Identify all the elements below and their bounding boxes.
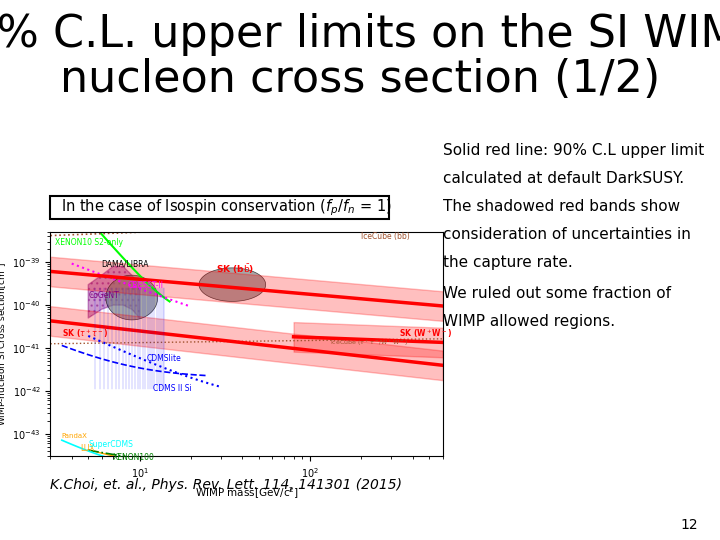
Text: DAMA/LIBRA: DAMA/LIBRA	[102, 259, 149, 268]
Text: 90% C.L. upper limits on the SI WIMP-: 90% C.L. upper limits on the SI WIMP-	[0, 14, 720, 57]
Polygon shape	[106, 275, 158, 320]
Text: LUX: LUX	[81, 444, 95, 453]
Text: The shadowed red bands show: The shadowed red bands show	[443, 199, 680, 214]
FancyBboxPatch shape	[50, 196, 389, 219]
Text: XENON100: XENON100	[113, 453, 155, 462]
Text: IceCube (bb): IceCube (bb)	[361, 232, 410, 241]
Text: SK (W$^+$W$^-$): SK (W$^+$W$^-$)	[399, 327, 451, 340]
Y-axis label: WIMP-nucleon SI Cross section[cm$^2$]: WIMP-nucleon SI Cross section[cm$^2$]	[0, 262, 9, 426]
Text: nucleon cross section (1/2): nucleon cross section (1/2)	[60, 58, 660, 101]
Text: CoGeNT: CoGeNT	[89, 291, 119, 300]
Text: CDMSlite: CDMSlite	[147, 354, 181, 363]
Text: 12: 12	[681, 518, 698, 532]
Text: K.Choi, et. al., Phys. Rev. Lett. 114, 141301 (2015): K.Choi, et. al., Phys. Rev. Lett. 114, 1…	[50, 478, 402, 492]
X-axis label: WIMP mass[GeV/c$^2$]: WIMP mass[GeV/c$^2$]	[194, 485, 299, 501]
Text: XENON10 S2-only: XENON10 S2-only	[55, 238, 123, 247]
Text: consideration of uncertainties in: consideration of uncertainties in	[443, 227, 690, 242]
Text: WIMP allowed regions.: WIMP allowed regions.	[443, 314, 615, 329]
Polygon shape	[199, 268, 266, 301]
Text: calculated at default DarkSUSY.: calculated at default DarkSUSY.	[443, 171, 684, 186]
Text: SK (b$\bar{\rm b}$): SK (b$\bar{\rm b}$)	[216, 262, 254, 276]
Text: SuperCDMS: SuperCDMS	[89, 440, 133, 449]
Text: IceCube ($\tau^+\tau^-$/W$^+$W$^-$): IceCube ($\tau^+\tau^-$/W$^+$W$^-$)	[330, 338, 408, 348]
Text: Solid red line: 90% C.L upper limit: Solid red line: 90% C.L upper limit	[443, 143, 704, 158]
Text: the capture rate.: the capture rate.	[443, 255, 572, 271]
Text: PandaX: PandaX	[62, 433, 88, 439]
Text: SK ($\tau^+\tau^-$): SK ($\tau^+\tau^-$)	[62, 327, 108, 340]
Text: In the case of Isospin conservation ($f_p$/$f_n$ = 1): In the case of Isospin conservation ($f_…	[60, 197, 392, 218]
Text: CRESST-II: CRESST-II	[127, 281, 163, 290]
Text: CDMS II Si: CDMS II Si	[153, 384, 192, 393]
Text: We ruled out some fraction of: We ruled out some fraction of	[443, 286, 671, 301]
